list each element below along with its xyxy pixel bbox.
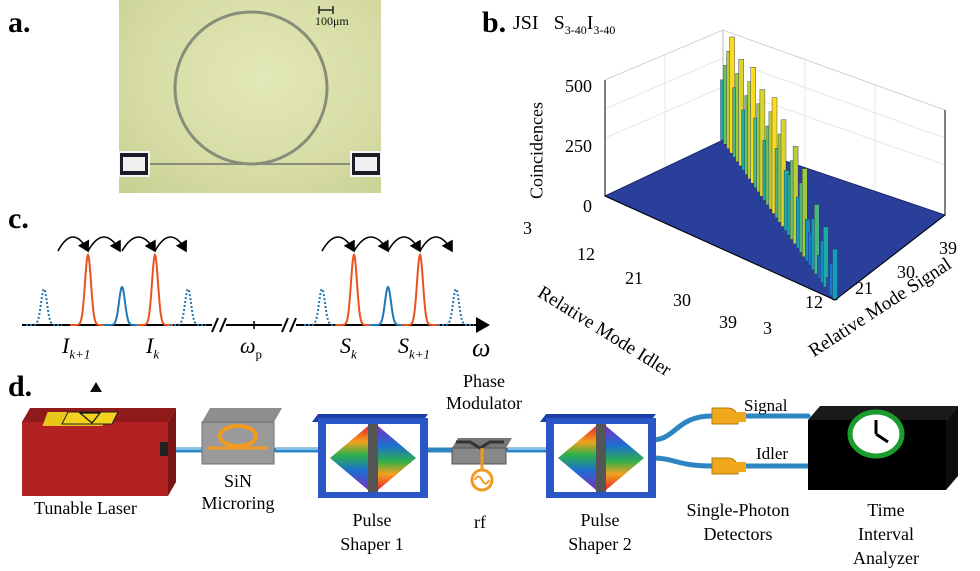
jsi-bar: [792, 146, 799, 244]
jsi-plot: JSI S3-40I3-40 500 250 0 Coincidences 3 …: [505, 0, 980, 381]
detectors-label: Single-Photon Detectors: [686, 500, 790, 544]
microring-label: SiN Microring: [201, 471, 275, 513]
idler-tick-21: 21: [625, 268, 643, 288]
jsi-bar: [814, 204, 820, 275]
signal-tick-12: 12: [805, 292, 823, 312]
idler-peak: [137, 252, 173, 326]
coupling-arc: [419, 236, 453, 253]
jsi-bar: [823, 226, 829, 288]
laser-label: Tunable Laser: [34, 498, 137, 518]
optical-fibers: [161, 413, 811, 469]
jsi-bar: [832, 248, 838, 301]
z-tick-500: 500: [565, 76, 592, 96]
signal-label: Signal: [744, 396, 788, 415]
idler-tick-12: 12: [577, 244, 595, 264]
idler-tick-3: 3: [523, 218, 532, 238]
coupling-arc: [57, 236, 90, 253]
label-signal-k1: Sk+1: [398, 333, 431, 362]
microring-chip: [201, 408, 282, 465]
microring-shape: [218, 424, 258, 448]
spectrum-diagram: Ik+1 Ik ωp Sk Sk+1 ω: [0, 215, 500, 370]
label-idler-k1: Ik+1: [62, 333, 91, 362]
rf-label: rf: [474, 512, 486, 532]
laser-box: [22, 408, 176, 496]
coupling-arc: [387, 236, 421, 253]
tia-box: [808, 406, 958, 490]
coupling-arc: [321, 236, 355, 253]
axis-break-2: [281, 317, 289, 333]
pulse-shaper-2-box: [540, 414, 656, 498]
sideband-peak: [304, 287, 340, 326]
signal-tick-3: 3: [763, 318, 772, 338]
pulse-shaper-1-label: Pulse Shaper 1: [340, 510, 404, 554]
signal-peak: [336, 252, 372, 326]
tia-label: Time Interval Analyzer: [853, 500, 919, 568]
label-signal-k: Sk: [340, 333, 357, 362]
idler-label: Idler: [756, 444, 789, 463]
detector-signal-icon: [711, 407, 746, 425]
coupling-arc: [154, 236, 187, 253]
signal-tick-30: 30: [897, 262, 915, 282]
pulse-shaper-2-label: Pulse Shaper 2: [568, 510, 632, 554]
panel-label-a: a.: [8, 6, 31, 39]
z-axis-label: Coincidences: [526, 102, 547, 199]
laser-warning-icon: [90, 382, 102, 392]
label-idler-k: Ik: [146, 333, 160, 362]
coupling-arc: [353, 236, 389, 253]
axis-label-omega: ω: [472, 333, 491, 362]
idler-tick-39: 39: [719, 312, 737, 332]
jsi-bar: [802, 168, 808, 258]
coupling-arc: [87, 236, 121, 253]
z-tick-250: 250: [565, 136, 592, 156]
scalebar-label: 100μm: [315, 14, 349, 28]
sideband-peak: [438, 287, 474, 326]
setup-diagram: Phase Modulator Signal Idler Tunable Las…: [0, 371, 980, 571]
sideband-peak: [104, 285, 140, 326]
phase-modulator-label: Phase Modulator: [446, 371, 522, 413]
sideband-peak: [370, 285, 406, 326]
idler-peak: [70, 252, 106, 326]
label-pump: ωp: [240, 333, 263, 362]
panel-label-c: c.: [8, 202, 29, 235]
phase-modulator-box: [451, 438, 512, 492]
idler-tick-30: 30: [673, 290, 691, 310]
panel-label-b: b.: [482, 6, 507, 39]
panel-label-d: d.: [8, 370, 33, 403]
sideband-peak: [170, 287, 206, 326]
signal-tick-21: 21: [855, 278, 873, 298]
z-tick-0: 0: [583, 196, 592, 216]
signal-peak: [402, 252, 438, 326]
detector-idler-icon: [711, 457, 746, 475]
sideband-peak: [26, 287, 62, 326]
ring-resonator-shape: [173, 10, 329, 166]
coupling-arc: [121, 236, 156, 253]
microring-micrograph: 100μm: [119, 0, 381, 193]
signal-tick-39: 39: [939, 238, 957, 258]
jsi-title: JSI S3-40I3-40: [513, 12, 616, 37]
axis-break-1: [211, 317, 219, 333]
pulse-shaper-1-box: [312, 414, 428, 498]
